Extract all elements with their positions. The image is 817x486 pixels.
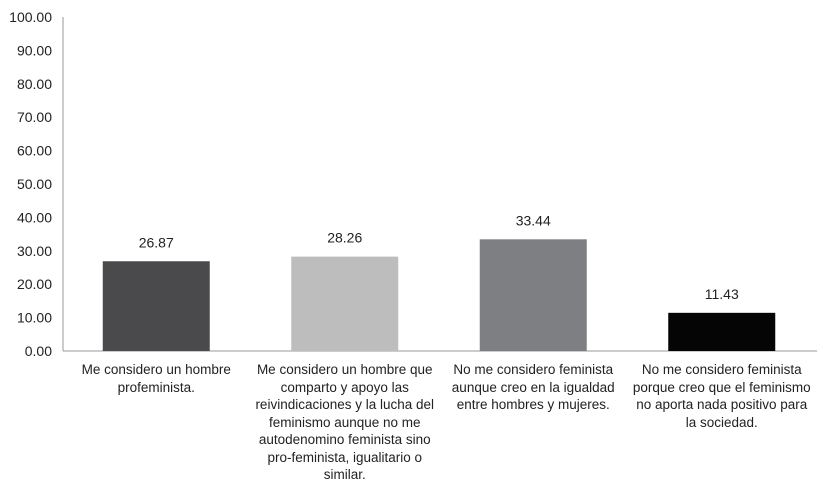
y-tick-label: 60.00 xyxy=(17,143,52,159)
y-axis-ticks: 0.00 10.00 20.00 30.00 40.00 50.00 60.00 70.00 8… xyxy=(9,9,52,359)
y-tick-label: 80.00 xyxy=(17,76,52,92)
data-labels: 26.87 28.26 33.44 11.43 xyxy=(139,212,739,302)
y-tick-label: 40.00 xyxy=(17,209,52,225)
bars xyxy=(102,239,776,351)
bar-1 xyxy=(102,261,210,351)
y-tick-label: 70.00 xyxy=(17,109,52,125)
y-tick-label: 90.00 xyxy=(17,42,52,58)
y-tick-label: 30.00 xyxy=(17,243,52,259)
y-tick-label: 10.00 xyxy=(17,310,52,326)
y-tick-label: 50.00 xyxy=(17,176,52,192)
y-tick-label: 20.00 xyxy=(17,276,52,292)
bar-3 xyxy=(479,239,587,351)
x-category-label-1: Me considero un hombre profeminista. xyxy=(81,362,231,395)
data-label-2: 28.26 xyxy=(327,230,362,246)
x-category-label-4: No me considero feminista porque creo qu… xyxy=(632,362,811,430)
data-label-3: 33.44 xyxy=(516,212,551,228)
y-tick-label: 100.00 xyxy=(9,9,52,25)
x-category-label-2: Me considero un hombre que comparto y ap… xyxy=(255,362,435,482)
y-tick-label: 0.00 xyxy=(25,343,52,359)
data-label-4: 11.43 xyxy=(705,286,739,302)
data-label-1: 26.87 xyxy=(139,234,174,250)
x-category-label-3: No me considero feminista aunque creo en… xyxy=(451,362,615,412)
bar-2 xyxy=(291,256,399,351)
bar-4 xyxy=(668,312,776,351)
